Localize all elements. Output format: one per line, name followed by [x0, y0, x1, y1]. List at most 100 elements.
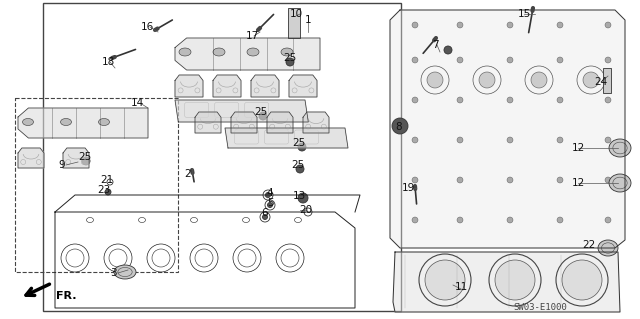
Circle shape — [412, 137, 418, 143]
Bar — [43, 3, 401, 311]
Circle shape — [605, 22, 611, 28]
Text: 25: 25 — [292, 138, 306, 148]
Circle shape — [557, 22, 563, 28]
Text: 23: 23 — [97, 185, 111, 195]
Polygon shape — [18, 148, 44, 168]
Text: 12: 12 — [572, 143, 584, 153]
FancyBboxPatch shape — [234, 130, 259, 144]
FancyBboxPatch shape — [214, 102, 239, 117]
Polygon shape — [63, 148, 89, 168]
Text: 25: 25 — [254, 107, 268, 117]
Ellipse shape — [22, 118, 33, 125]
Text: 5: 5 — [267, 198, 273, 208]
Ellipse shape — [179, 48, 191, 56]
Circle shape — [298, 143, 306, 151]
Text: SW03-E1000: SW03-E1000 — [513, 303, 567, 313]
Ellipse shape — [213, 48, 225, 56]
FancyBboxPatch shape — [244, 102, 269, 117]
Circle shape — [507, 177, 513, 183]
Circle shape — [425, 260, 465, 300]
Circle shape — [457, 217, 463, 223]
Circle shape — [457, 177, 463, 183]
Text: 21: 21 — [100, 175, 114, 185]
Text: 25: 25 — [284, 53, 296, 63]
Polygon shape — [195, 112, 221, 133]
Polygon shape — [303, 112, 329, 133]
Text: 7: 7 — [432, 40, 438, 50]
Circle shape — [259, 112, 267, 120]
Text: 20: 20 — [300, 205, 312, 215]
Circle shape — [412, 217, 418, 223]
Polygon shape — [213, 75, 241, 97]
Polygon shape — [18, 108, 148, 138]
Circle shape — [507, 57, 513, 63]
Text: 12: 12 — [572, 178, 584, 188]
Text: 2: 2 — [185, 169, 191, 179]
Circle shape — [105, 189, 111, 195]
Circle shape — [392, 118, 408, 134]
Circle shape — [605, 57, 611, 63]
Circle shape — [262, 214, 268, 219]
Circle shape — [412, 22, 418, 28]
Circle shape — [557, 97, 563, 103]
Polygon shape — [251, 75, 279, 97]
Circle shape — [605, 217, 611, 223]
Polygon shape — [225, 128, 348, 148]
Text: 3: 3 — [109, 268, 116, 278]
Text: 6: 6 — [262, 208, 268, 218]
Ellipse shape — [598, 240, 618, 256]
Text: 1: 1 — [305, 15, 311, 25]
Ellipse shape — [609, 174, 631, 192]
FancyBboxPatch shape — [185, 102, 209, 117]
Circle shape — [412, 177, 418, 183]
Circle shape — [507, 137, 513, 143]
Bar — [288, 8, 300, 38]
Text: 8: 8 — [396, 122, 403, 132]
Circle shape — [286, 58, 294, 66]
Bar — [15, 98, 178, 272]
FancyBboxPatch shape — [264, 130, 289, 144]
Polygon shape — [289, 75, 317, 97]
FancyBboxPatch shape — [294, 130, 319, 144]
Circle shape — [531, 72, 547, 88]
Circle shape — [268, 203, 273, 207]
Circle shape — [557, 137, 563, 143]
Text: 25: 25 — [78, 152, 92, 162]
Ellipse shape — [99, 118, 109, 125]
Circle shape — [444, 46, 452, 54]
Polygon shape — [175, 75, 203, 97]
Text: 16: 16 — [140, 22, 154, 32]
Circle shape — [507, 217, 513, 223]
Circle shape — [557, 57, 563, 63]
Text: FR.: FR. — [56, 291, 77, 301]
Text: 18: 18 — [101, 57, 115, 67]
Circle shape — [479, 72, 495, 88]
Text: 15: 15 — [517, 9, 531, 19]
Circle shape — [457, 22, 463, 28]
Text: 22: 22 — [582, 240, 596, 250]
Circle shape — [457, 57, 463, 63]
Polygon shape — [267, 112, 293, 133]
Polygon shape — [393, 252, 620, 312]
Polygon shape — [175, 38, 320, 70]
Bar — [603, 68, 611, 93]
Text: 13: 13 — [292, 191, 306, 201]
Circle shape — [412, 97, 418, 103]
Circle shape — [266, 192, 271, 197]
Text: 9: 9 — [59, 160, 65, 170]
Polygon shape — [175, 100, 308, 122]
Circle shape — [507, 97, 513, 103]
Ellipse shape — [281, 48, 293, 56]
Circle shape — [298, 193, 308, 203]
Circle shape — [605, 177, 611, 183]
Text: 4: 4 — [267, 188, 273, 198]
Polygon shape — [390, 10, 625, 248]
Text: 19: 19 — [401, 183, 415, 193]
Text: 14: 14 — [131, 98, 143, 108]
Circle shape — [583, 72, 599, 88]
Circle shape — [495, 260, 535, 300]
Circle shape — [562, 260, 602, 300]
Text: 17: 17 — [245, 31, 259, 41]
Circle shape — [507, 22, 513, 28]
Text: 10: 10 — [289, 9, 303, 19]
